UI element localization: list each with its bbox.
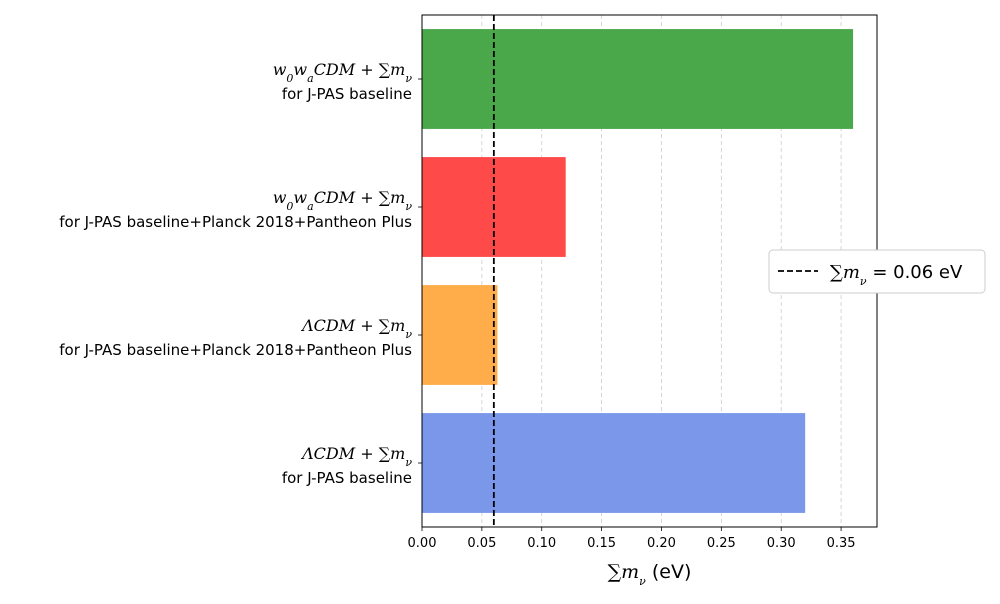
x-tick-label-6: 0.30	[767, 536, 796, 551]
x-tick-label-7: 0.35	[827, 536, 856, 551]
x-tick-label-4: 0.20	[647, 536, 676, 551]
category-label-subtitle-4: for J-PAS baseline	[282, 469, 412, 487]
legend-box	[768, 249, 986, 294]
category-math-part-4-0: ΛCDM + ∑m	[300, 444, 405, 463]
category-label-math-2: w0waCDM + ∑mν	[273, 188, 413, 213]
x-axis-label: ∑mν (eV)	[608, 561, 692, 588]
category-math-part-3-0: ΛCDM + ∑m	[300, 316, 405, 335]
x-tick-label-3: 0.15	[587, 536, 616, 551]
category-label-subtitle-3: for J-PAS baseline+Planck 2018+Pantheon …	[59, 341, 412, 359]
category-math-part-2-4: CDM + ∑m	[314, 188, 406, 207]
x-axis-label-unit: (eV)	[646, 561, 692, 583]
bar-3	[422, 285, 498, 385]
legend-label: ∑mν = 0.06 eV	[830, 262, 963, 288]
category-math-part-1-1: 0	[286, 72, 293, 85]
category-label-math-4: ΛCDM + ∑mν	[300, 444, 412, 469]
category-math-part-2-5: ν	[405, 200, 412, 213]
category-math-part-1-4: CDM + ∑m	[314, 60, 406, 79]
legend-label-sub: ν	[860, 275, 867, 288]
category-label-subtitle-2: for J-PAS baseline+Planck 2018+Pantheon …	[59, 213, 412, 231]
legend-label-rest: = 0.06 eV	[867, 262, 963, 283]
category-label-subtitle-1: for J-PAS baseline	[282, 85, 412, 103]
category-math-part-1-2: w	[293, 60, 307, 79]
x-tick-label-1: 0.05	[467, 536, 496, 551]
category-math-part-1-0: w	[273, 60, 287, 79]
category-math-part-2-1: 0	[286, 200, 293, 213]
x-tick-label-0: 0.00	[408, 536, 437, 551]
category-math-part-2-2: w	[293, 188, 307, 207]
x-axis-label-sub: ν	[639, 575, 646, 588]
category-math-part-2-3: a	[307, 200, 314, 213]
legend-label-main: ∑m	[830, 262, 860, 283]
x-tick-label-2: 0.10	[527, 536, 556, 551]
x-axis-label-main: ∑m	[608, 561, 640, 583]
bar-1	[422, 29, 854, 129]
category-math-part-1-3: a	[307, 72, 314, 85]
category-label-math-3: ΛCDM + ∑mν	[300, 316, 412, 341]
bar-4	[422, 413, 806, 513]
x-tick-label-5: 0.25	[707, 536, 736, 551]
category-math-part-3-1: ν	[405, 328, 412, 341]
category-math-part-1-5: ν	[405, 72, 412, 85]
category-label-math-1: w0waCDM + ∑mν	[273, 60, 413, 85]
category-math-part-2-0: w	[273, 188, 287, 207]
category-math-part-4-1: ν	[405, 456, 412, 469]
